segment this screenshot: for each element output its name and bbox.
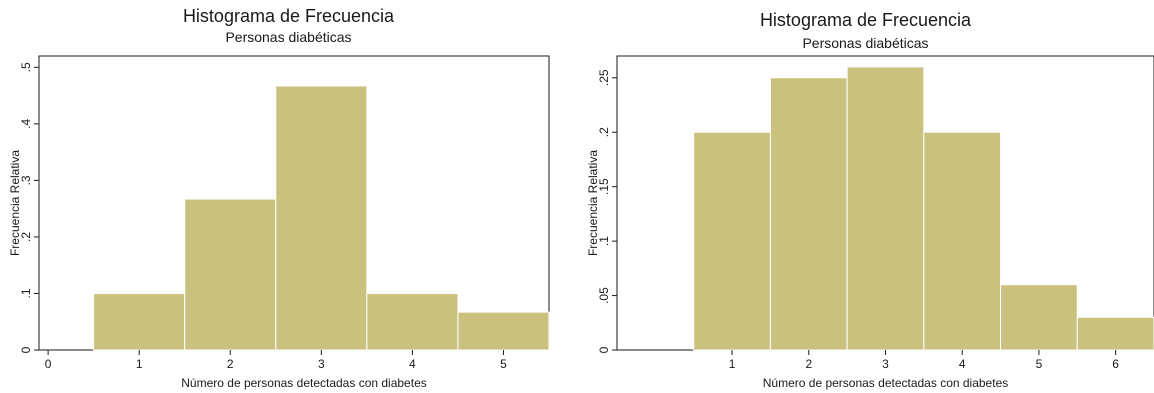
x-tick-label: 4	[409, 357, 416, 371]
y-tick-label: .5	[19, 62, 33, 72]
x-axis-label: Número de personas detectadas con diabet…	[181, 376, 427, 390]
histogram-bar-3	[275, 85, 368, 351]
y-tick-label: .1	[597, 236, 611, 246]
chart-title: Histograma de Frecuencia	[759, 10, 972, 30]
x-tick-label: 2	[805, 357, 812, 371]
y-tick-label: .05	[597, 287, 611, 304]
histogram-bar-5	[1000, 284, 1078, 351]
chart-subtitle: Personas diabéticas	[802, 35, 929, 51]
x-tick-label: 0	[45, 357, 52, 371]
y-tick-label: .1	[19, 288, 33, 298]
histogram-bar-4	[923, 131, 1002, 351]
histogram-bar-4	[366, 292, 459, 351]
y-tick-label: .2	[597, 127, 611, 137]
y-tick-label: .25	[597, 69, 611, 86]
x-axis-label: Número de personas detectadas con diabet…	[763, 376, 1009, 390]
histogram-bar-3	[846, 66, 925, 351]
y-tick-label: .3	[19, 175, 33, 185]
histogram-bar-2	[769, 77, 848, 351]
histogram-bar-1	[93, 292, 186, 351]
histogram-bar-5	[457, 311, 550, 351]
histogram-plot-right: 0 .05 .1 .15 .2 .25 1 2 3 4 5 6 Número de personas d…	[586, 55, 1154, 390]
x-tick-label: 1	[729, 357, 736, 371]
chart-title: Histograma de Frecuencia	[182, 6, 395, 26]
histogram-bar-1	[693, 131, 771, 351]
histogram-bar-2	[184, 198, 277, 351]
y-axis-label: Frecuencia Relativa	[586, 150, 600, 256]
y-tick-label: .4	[19, 119, 33, 129]
histogram-chart-right: Histograma de Frecuencia Personas diabét…	[577, 0, 1154, 393]
x-tick-label: 4	[959, 357, 966, 371]
chart-subtitle: Personas diabéticas	[225, 29, 352, 45]
histogram-plot-left: 0 .1 .2 .3 .4 .5 0 1 2 3 4 5 Número de personas dete…	[8, 55, 550, 390]
y-axis-label: Frecuencia Relativa	[8, 150, 22, 256]
y-tick-label: 0	[19, 346, 33, 353]
x-tick-label: 3	[318, 357, 325, 371]
x-tick-label: 5	[1036, 357, 1043, 371]
x-tick-label: 2	[227, 357, 234, 371]
histogram-bar-6	[1076, 316, 1154, 351]
y-tick-label: 0	[597, 346, 611, 353]
x-tick-label: 3	[882, 357, 889, 371]
x-tick-label: 5	[500, 357, 507, 371]
x-tick-label: 1	[136, 357, 143, 371]
x-tick-label: 6	[1112, 357, 1119, 371]
y-tick-label: .2	[19, 232, 33, 242]
y-tick-label: .15	[597, 178, 611, 195]
histogram-chart-left: Histograma de Frecuencia Personas diabét…	[8, 6, 550, 390]
